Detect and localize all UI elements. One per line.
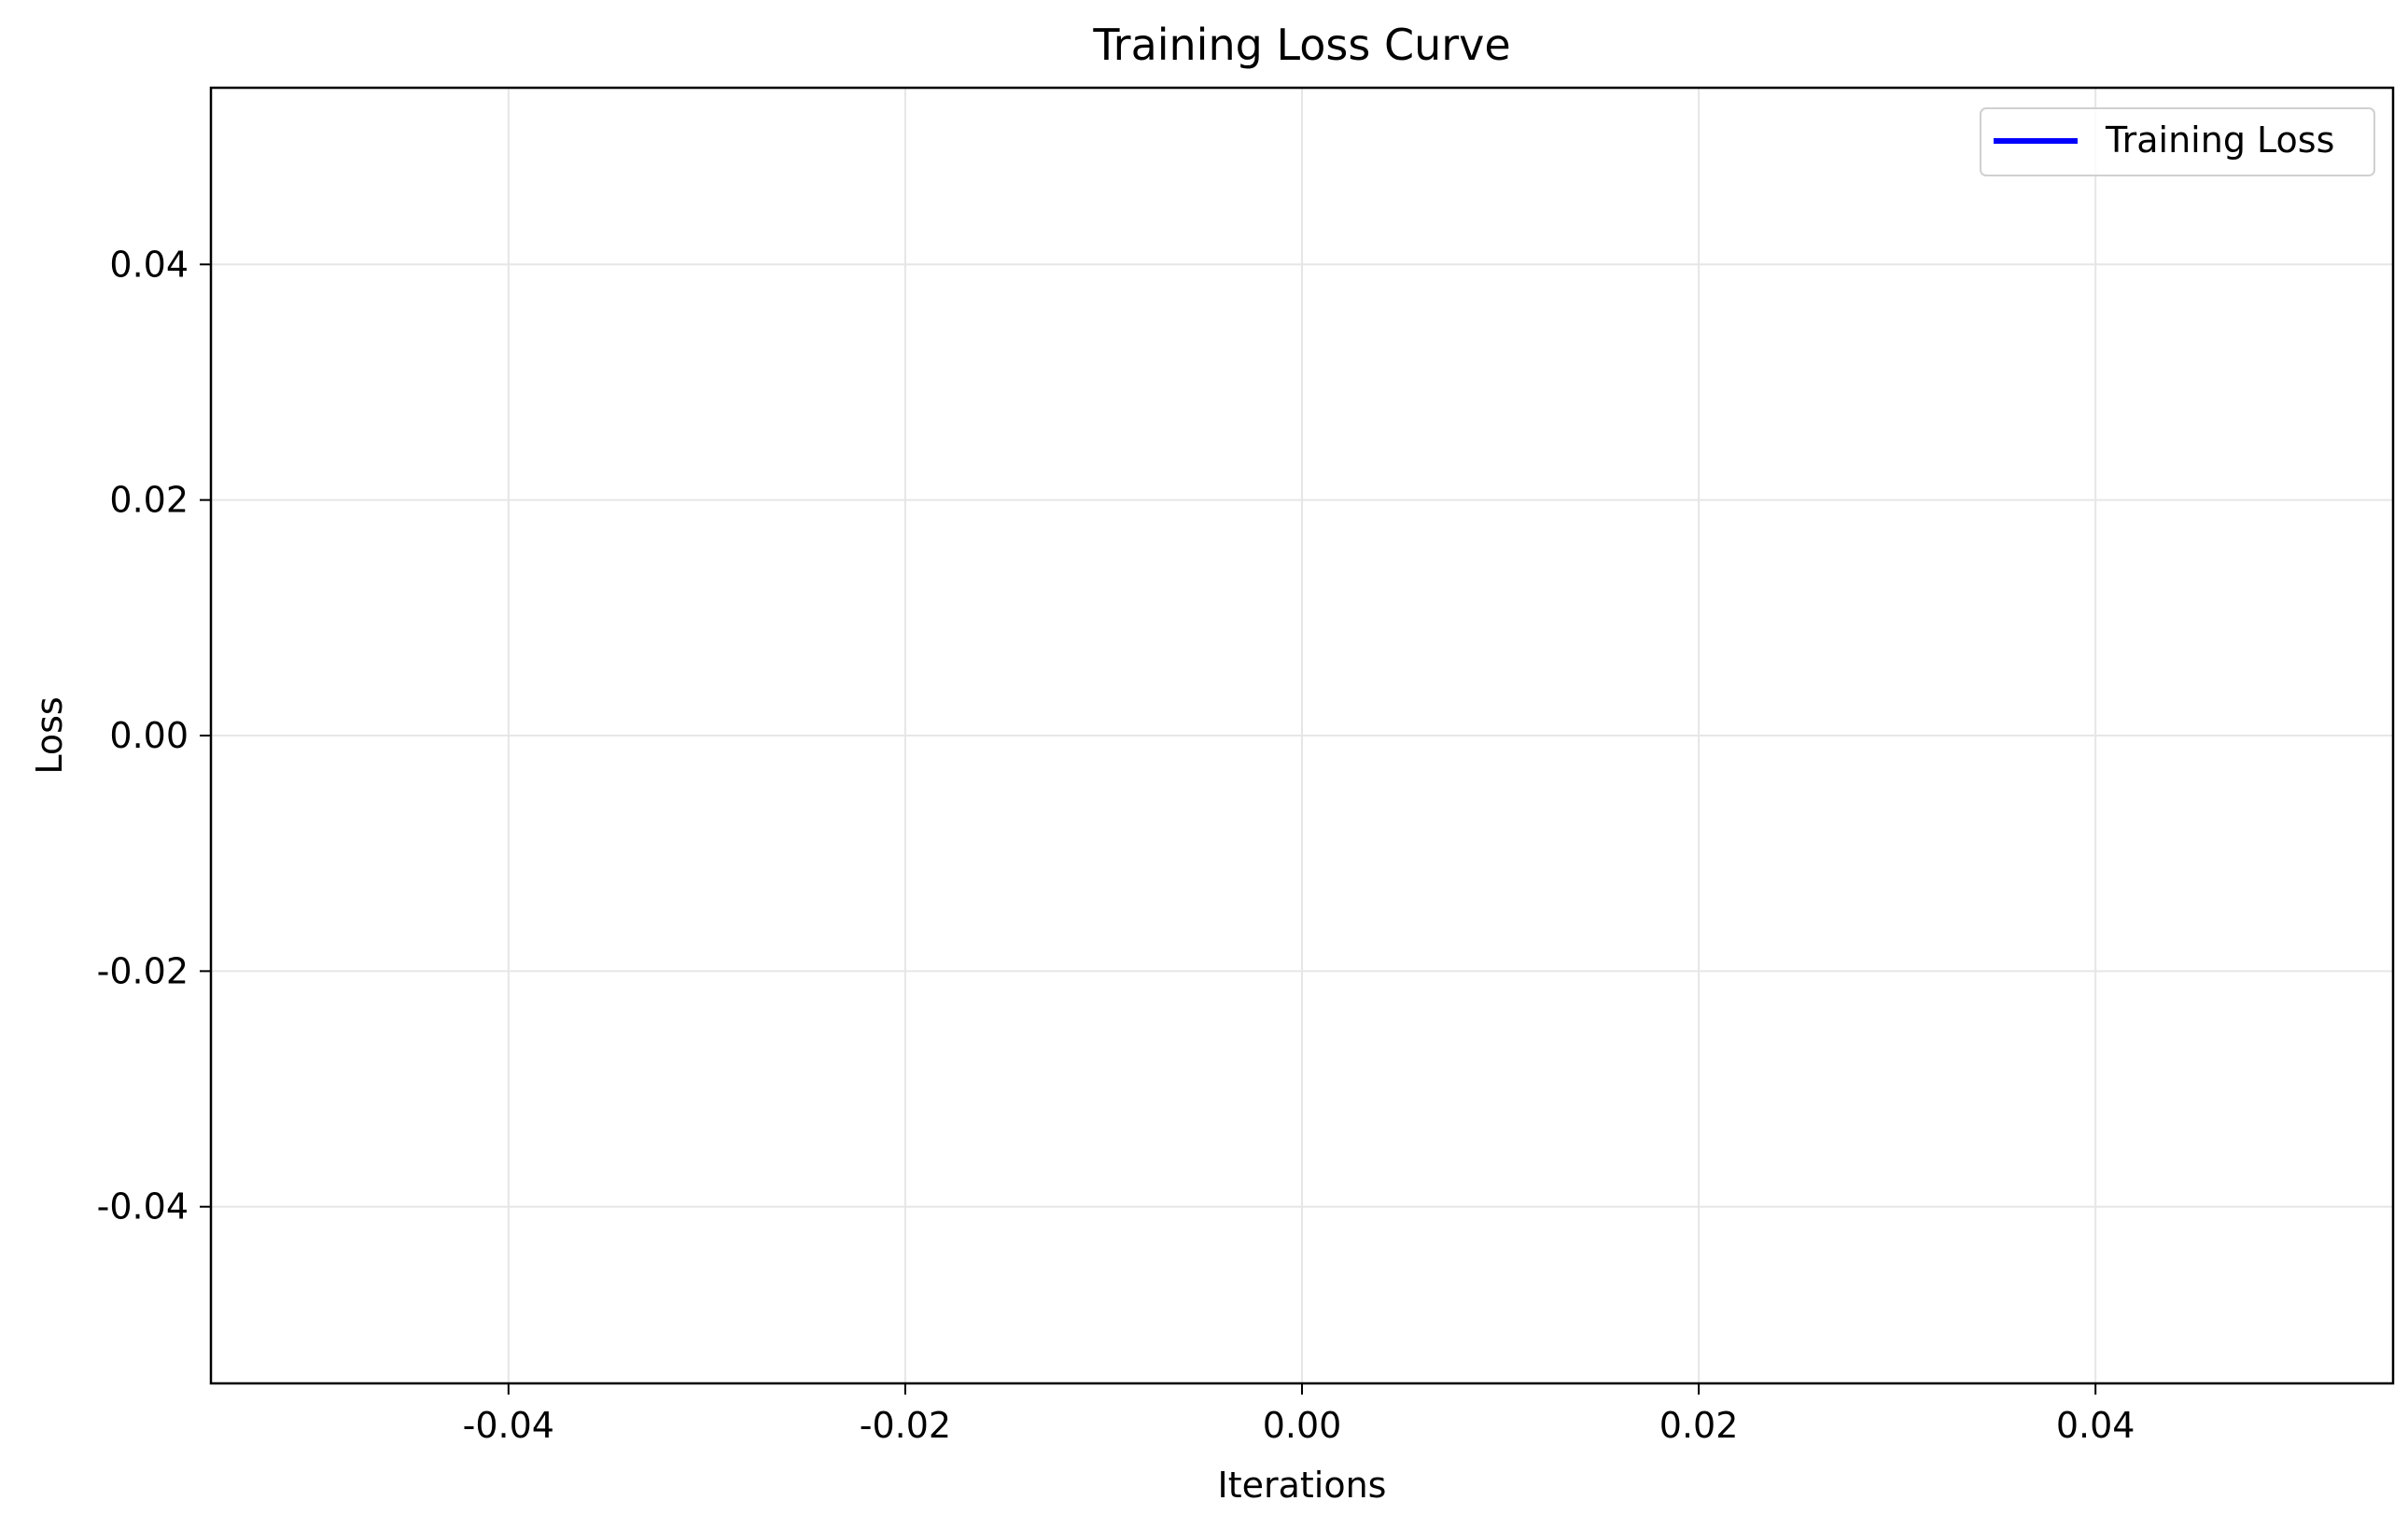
y-tick-label: -0.02 <box>97 950 189 991</box>
x-tick-label: 0.04 <box>2056 1405 2135 1446</box>
y-tick-label: 0.04 <box>109 244 189 285</box>
x-tick-label: -0.04 <box>463 1405 554 1446</box>
grid-lines <box>211 88 2393 1383</box>
y-tick-label: 0.02 <box>109 480 189 521</box>
x-tick-label: 0.02 <box>1659 1405 1739 1446</box>
x-axis: -0.04 -0.02 0.00 0.02 0.04 <box>463 1383 2135 1446</box>
x-tick-label: 0.00 <box>1263 1405 1342 1446</box>
x-tick-label: -0.02 <box>860 1405 951 1446</box>
x-axis-label: Iterations <box>1218 1465 1387 1506</box>
legend: Training Loss <box>1980 107 2375 176</box>
legend-box <box>1980 107 2375 176</box>
y-axis-label: Loss <box>29 696 70 774</box>
y-tick-label: -0.04 <box>97 1186 189 1227</box>
y-axis: -0.04 -0.02 0.00 0.02 0.04 <box>97 244 211 1227</box>
chart-title: Training Loss Curve <box>1092 20 1510 70</box>
y-tick-label: 0.00 <box>109 715 189 756</box>
legend-label-training-loss: Training Loss <box>2105 119 2334 161</box>
